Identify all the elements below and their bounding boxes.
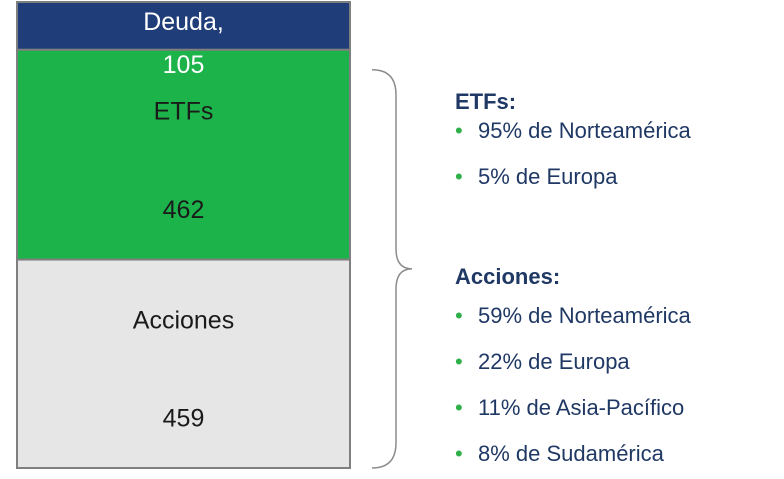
- note-item: 22% de Europa: [478, 349, 630, 374]
- brace: [371, 68, 413, 469]
- segment-value: 105: [163, 51, 205, 79]
- segment-name: Acciones: [133, 307, 234, 335]
- bar-segment: [16, 1, 351, 51]
- segment-name: Deuda,: [143, 8, 224, 36]
- note-heading: ETFs:: [455, 89, 516, 114]
- segment-value: 459: [163, 405, 205, 433]
- note-item: 59% de Norteamérica: [478, 303, 692, 328]
- bar-segment: [16, 48, 351, 261]
- bullet: •: [455, 349, 463, 374]
- note-heading: Acciones:: [455, 264, 560, 289]
- segment-value: 462: [163, 196, 205, 224]
- segment-name: ETFs: [154, 97, 214, 125]
- bullet: •: [455, 395, 463, 420]
- note-item: 8% de Sudamérica: [478, 441, 665, 466]
- bullet: •: [455, 441, 463, 466]
- bullet: •: [455, 118, 463, 143]
- note-item: 11% de Asia-Pacífico: [478, 395, 684, 420]
- bullet: •: [455, 164, 463, 189]
- bullet: •: [455, 303, 463, 328]
- note-item: 5% de Europa: [478, 164, 618, 189]
- bar-segment: [16, 258, 351, 469]
- note-item: 95% de Norteamérica: [478, 118, 692, 143]
